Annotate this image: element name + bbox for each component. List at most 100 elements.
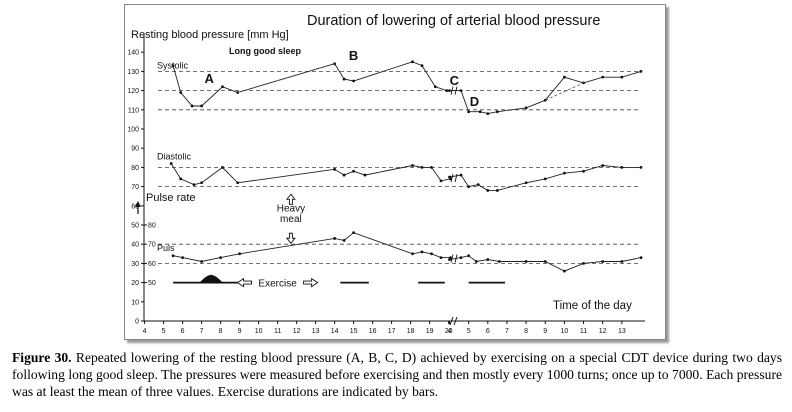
systolic-point — [420, 64, 424, 68]
diastolic-point — [476, 183, 480, 187]
y-tick-label: 100 — [127, 127, 139, 134]
figure-caption: Figure 30. Repeated lowering of the rest… — [12, 349, 782, 400]
puls-point — [219, 256, 222, 260]
systolic-point — [190, 104, 194, 108]
x-tick-label: 10 — [255, 328, 263, 335]
series-break-mark — [454, 86, 458, 95]
diastolic-point — [179, 177, 183, 181]
y-tick-label: 10 — [131, 299, 139, 306]
diastolic-point — [563, 171, 566, 175]
down-arrow-icon — [285, 232, 296, 244]
x-tick-label: 19 — [426, 328, 434, 335]
diastolic-point — [411, 164, 414, 167]
left-arrow-icon — [236, 277, 253, 288]
series-break-mark — [454, 254, 458, 263]
x-tick-label: 9 — [238, 328, 242, 335]
event-label-d: D — [470, 94, 479, 109]
systolic-point — [524, 106, 528, 110]
puls-point — [486, 258, 490, 261]
systolic-point — [478, 110, 482, 114]
systolic-point — [620, 75, 624, 79]
puls-point — [543, 260, 547, 263]
x-tick-label: 4 — [143, 328, 147, 335]
pulse-tick-label: 60 — [148, 261, 156, 268]
event-label-a: A — [205, 71, 215, 86]
x-tick-label: 6 — [181, 328, 185, 335]
diastolic-point — [486, 189, 490, 192]
x-tick-label: 12 — [293, 328, 301, 335]
exercise-label: Exercise — [258, 279, 297, 290]
plot-area: 0 10 20 30 40 50 60 70 80 90 100 110 120 130 140 50 60 70… — [127, 33, 645, 335]
up-arrow-icon — [285, 193, 296, 205]
diastolic-label: Diastolic — [157, 152, 192, 162]
puls-label: Puls — [157, 243, 175, 253]
systolic-point — [333, 62, 336, 66]
systolic-point — [179, 91, 183, 94]
systolic-point — [601, 75, 605, 79]
x-axis-label: Time of the day — [553, 300, 632, 312]
diastolic-point — [639, 166, 643, 169]
heavy-meal-label: Heavy — [277, 204, 305, 215]
systolic-point — [445, 89, 449, 92]
x-tick-label: 7 — [200, 328, 204, 335]
series-break-mark — [450, 254, 454, 263]
event-label-b: B — [349, 48, 358, 63]
x-tick-label: 18 — [407, 328, 415, 335]
puls-point — [333, 237, 336, 240]
y-tick-label: 80 — [131, 165, 139, 172]
systolic-point — [221, 85, 224, 89]
x-tick-label: 10 — [561, 328, 569, 335]
y-tick-label: 120 — [127, 88, 139, 95]
puls-point — [563, 269, 566, 273]
series-break-mark — [450, 86, 454, 95]
systolic-point — [486, 112, 490, 116]
systolic-point — [495, 110, 499, 114]
puls-point — [639, 256, 643, 260]
diastolic-point — [430, 166, 433, 169]
puls-point — [620, 260, 624, 263]
x-tick-label: 5 — [467, 328, 471, 335]
pulse-tick-label: 50 — [148, 280, 156, 287]
puls-point — [474, 260, 478, 263]
diastolic-point — [236, 181, 240, 185]
diastolic-point — [192, 183, 196, 187]
puls-point — [171, 254, 175, 258]
y-axis-label: Resting blood pressure [mm Hg] — [131, 29, 289, 41]
y-tick-label: 90 — [131, 146, 139, 153]
diastolic-point — [221, 166, 224, 169]
figure-frame: Duration of lowering of arterial blood p… — [124, 4, 666, 340]
heavy-meal-label: meal — [280, 214, 302, 225]
diastolic-point — [333, 167, 336, 171]
systolic-point — [433, 85, 437, 89]
y-tick-label: 30 — [131, 261, 139, 268]
puls-point — [238, 252, 241, 256]
diastolic-point — [169, 162, 173, 165]
puls-point — [342, 238, 346, 242]
y-tick-label: 130 — [127, 69, 139, 76]
puls-point — [200, 260, 203, 263]
x-tick-label: 20 — [445, 328, 453, 335]
x-tick-label: 8 — [524, 328, 528, 335]
systolic-trend-line — [237, 63, 335, 93]
puls-point — [459, 256, 463, 260]
systolic-point — [342, 77, 346, 81]
x-tick-label: 11 — [580, 328, 587, 335]
diastolic-point — [448, 175, 451, 179]
y-tick-label: 40 — [131, 242, 139, 249]
diastolic-point — [459, 173, 463, 177]
series-break-mark — [454, 173, 458, 183]
puls-point — [420, 250, 424, 254]
puls-point — [181, 256, 184, 260]
diastolic-point — [524, 181, 528, 185]
systolic-point — [563, 75, 566, 79]
y-tick-label: 50 — [131, 223, 139, 230]
right-arrow-icon — [303, 277, 319, 288]
systolic-line — [172, 61, 447, 107]
exercise-hump — [199, 274, 223, 283]
systolic-point — [459, 89, 463, 92]
x-tick-label: 15 — [350, 328, 358, 335]
puls-point — [497, 260, 501, 263]
y-tick-label: 140 — [127, 50, 139, 57]
note-label: Long good sleep — [229, 46, 301, 56]
diastolic-point — [467, 185, 471, 189]
